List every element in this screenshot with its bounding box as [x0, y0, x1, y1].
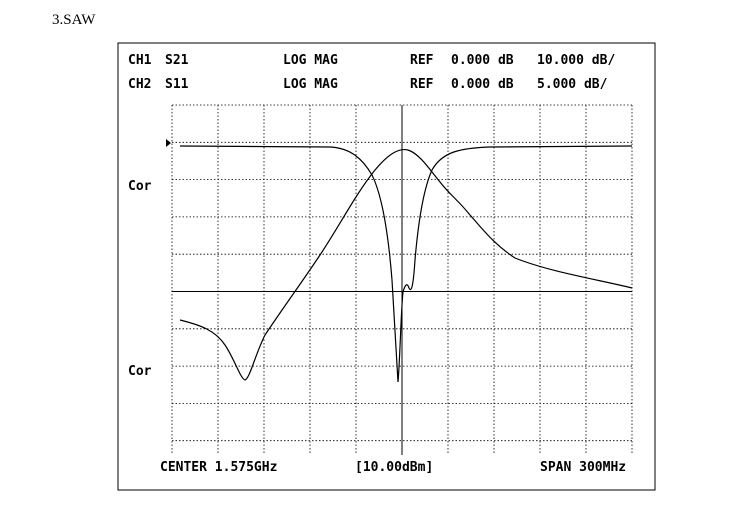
channel-label: Cor [128, 179, 152, 194]
section-heading: 3.SAW [52, 12, 96, 28]
channel-label: Cor [128, 364, 152, 379]
header-field: LOG MAG [283, 77, 338, 92]
header-field: CH2 [128, 77, 151, 92]
header-field: 0.000 dB [451, 53, 514, 68]
header-field: 0.000 dB [451, 77, 514, 92]
header-field: 5.000 dB/ [537, 77, 608, 92]
footer-level: [10.00dBm] [355, 460, 433, 475]
s21-trace [179, 148, 633, 381]
header-field: LOG MAG [283, 53, 338, 68]
header-field: S11 [165, 77, 189, 92]
header-field: CH1 [128, 53, 152, 68]
footer-center: CENTER 1.575GHz [160, 460, 277, 475]
reference-marker [166, 139, 171, 147]
screen-frame [117, 42, 656, 491]
grid [171, 104, 633, 455]
s11-trace [179, 145, 633, 383]
header-field: REF [410, 53, 434, 68]
header-field: 10.000 dB/ [537, 53, 615, 68]
header-field: S21 [165, 53, 189, 68]
footer-span: SPAN 300MHz [540, 460, 626, 475]
header-field: REF [410, 77, 434, 92]
